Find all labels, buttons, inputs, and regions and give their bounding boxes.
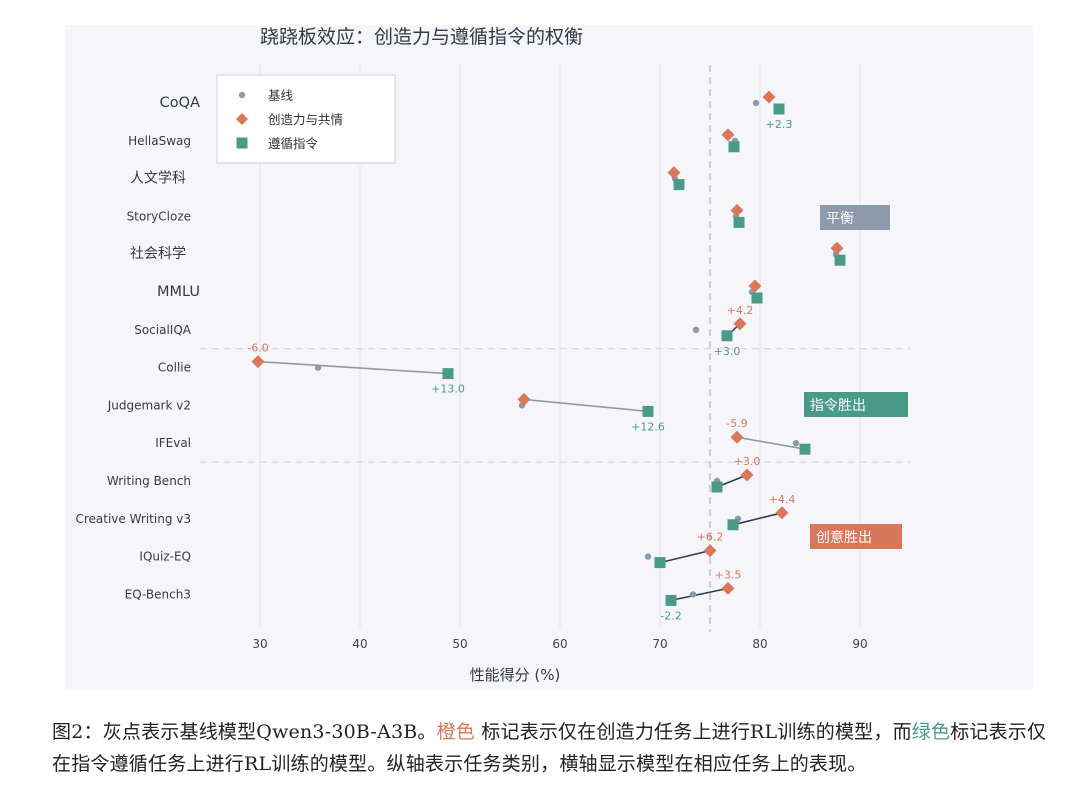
caption-prefix: 图2：灰点表示基线模型Qwen3-30B-A3B。 [52, 721, 437, 743]
creative-delta-label: +3.5 [715, 568, 742, 581]
creative-point [775, 506, 789, 520]
creative-point [748, 279, 762, 293]
region-box [810, 524, 902, 549]
instruct-point [728, 141, 740, 153]
x-tick-label: 70 [652, 637, 667, 651]
region-label: 指令胜出 [810, 398, 866, 414]
region-box [804, 392, 908, 417]
creative-point [733, 317, 747, 331]
x-tick-label: 40 [352, 637, 367, 651]
x-tick-label: 90 [852, 637, 867, 651]
caption-green-word: 绿色 [911, 721, 951, 743]
y-tick-label: Writing Bench [107, 474, 191, 488]
chart-title: 跷跷板效应：创造力与遵循指令的权衡 [260, 26, 583, 48]
creative-delta-label: +3.0 [734, 455, 761, 468]
legend-label: 基线 [268, 88, 294, 103]
y-tick-label: HellaSwag [128, 134, 191, 148]
instruct-point [834, 254, 846, 266]
creative-delta-label: +4.2 [727, 304, 754, 317]
caption-suffix: 标记表示仅在指令遵循任务上进行RL训练的模型。纵轴表示任务类别，横轴显示模型在相… [52, 721, 1047, 775]
y-tick-label: SocialIQA [134, 323, 192, 337]
legend-instruct-marker [236, 137, 248, 149]
creative-point [517, 392, 531, 406]
legend-label: 遵循指令 [268, 136, 319, 151]
caption-orange-word: 橙色 [436, 721, 476, 743]
instruct-point [727, 519, 739, 531]
creative-delta-label: -6.0 [247, 342, 268, 355]
instruct-point [442, 368, 454, 380]
legend-creative-marker [236, 113, 248, 125]
creative-point [762, 90, 776, 104]
instruct-point [665, 594, 677, 606]
y-tick-label: MMLU [157, 284, 200, 300]
instruct-delta-label: +3.0 [714, 345, 741, 358]
y-tick-label: Creative Writing v3 [75, 512, 191, 526]
y-tick-label: IFEval [155, 436, 191, 450]
chart: 跷跷板效应：创造力与遵循指令的权衡 30 40 50 60 70 80 90 性能得分 (%) 平… [65, 25, 1033, 690]
instruct-point [773, 103, 785, 115]
creative-point [830, 241, 844, 255]
instruct-point [799, 443, 811, 455]
baseline-point [752, 99, 760, 107]
y-tick-label: Collie [158, 361, 191, 375]
creative-point [251, 355, 265, 369]
y-tick-label: IQuiz-EQ [139, 550, 191, 564]
figure-caption: 图2：灰点表示基线模型Qwen3-30B-A3B。橙色 标记表示仅在创造力任务上… [52, 716, 1052, 780]
x-tick-label: 50 [452, 637, 467, 651]
connector-line [736, 436, 806, 450]
instruct-delta-label: -2.2 [660, 609, 681, 622]
instruct-point [673, 179, 685, 191]
creative-point [721, 581, 735, 595]
plot-background [65, 25, 1033, 690]
instruct-point [711, 481, 723, 493]
x-tick-label: 60 [552, 637, 567, 651]
creative-point [703, 544, 717, 558]
creative-point [730, 430, 744, 444]
y-tick-label: StoryCloze [127, 209, 191, 223]
instruct-point [733, 216, 745, 228]
y-tick-label: CoQA [160, 95, 200, 111]
creative-delta-label: +6.2 [697, 531, 724, 544]
creative-delta-label: -5.9 [726, 417, 747, 430]
instruct-delta-label: +2.3 [766, 118, 793, 131]
instruct-delta-label: +12.6 [631, 420, 665, 433]
caption-middle: 标记表示仅在创造力任务上进行RL训练的模型，而 [475, 721, 912, 743]
baseline-point [314, 364, 322, 371]
instruct-point [751, 292, 763, 304]
creative-point [721, 128, 735, 142]
region-label: 创意胜出 [816, 529, 872, 546]
baseline-point [792, 440, 800, 447]
x-axis-label: 性能得分 (%) [470, 666, 561, 684]
instruct-delta-label: +13.0 [431, 383, 465, 396]
instruct-point [654, 557, 666, 569]
y-tick-label: Judgemark v2 [107, 398, 191, 412]
creative-point [667, 166, 681, 180]
creative-delta-label: +4.4 [769, 493, 796, 506]
instruct-point [642, 405, 654, 417]
creative-point [730, 203, 744, 217]
region-box [820, 205, 890, 230]
y-tick-label: EQ-Bench3 [125, 587, 191, 601]
y-tick-label: 人文学科 [130, 171, 186, 187]
creative-point [740, 468, 754, 482]
legend-label: 创造力与共情 [268, 112, 343, 127]
baseline-point [644, 553, 652, 560]
y-tick-label: 社会科学 [130, 246, 186, 262]
connector-line [659, 549, 711, 564]
x-tick-label: 30 [252, 637, 267, 651]
connector-line [732, 512, 783, 526]
connector-line [257, 360, 449, 375]
connector-line [670, 587, 729, 602]
x-tick-label: 80 [752, 637, 767, 651]
instruct-point [721, 330, 733, 342]
connector-line [523, 398, 649, 413]
baseline-point [692, 326, 700, 333]
baseline-point [689, 591, 697, 598]
region-label: 平衡 [826, 211, 854, 227]
legend-baseline-marker [238, 91, 246, 99]
